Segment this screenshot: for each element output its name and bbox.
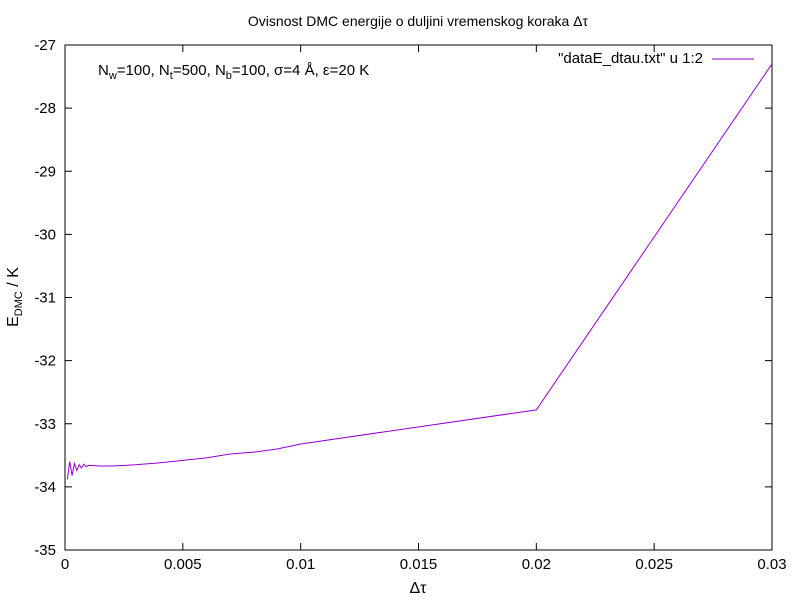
y-axis-label-unit: / K [5,267,22,291]
x-tick-label: 0.02 [522,556,551,573]
x-axis-label: Δτ [409,580,427,597]
series-layer [66,63,773,480]
annotation-subscript: b [226,70,232,82]
x-tick-label: 0.015 [400,556,438,573]
x-tick-label: 0.01 [286,556,315,573]
y-tick-label: -30 [34,226,56,243]
y-axis-label-sub: DMC [13,291,25,316]
annotation-subscript: w [108,70,117,82]
x-tick-label: 0 [61,556,69,573]
y-tick-label: -29 [34,163,56,180]
y-tick-label: -27 [34,37,56,54]
y-tick-label: -33 [34,416,56,433]
series-line-0 [66,63,773,480]
legend-label: "dataE_dtau.txt" u 1:2 [558,50,703,67]
y-axis-label-main: E [5,316,22,327]
annotation-text: =500, N [173,62,226,79]
x-tick-label: 0.025 [635,556,673,573]
parameters-annotation: Nw=100, Nt=500, Nb=100, σ=4 Å, ε=20 K [98,62,369,82]
annotation-text: =100, σ=4 Å, ε=20 K [232,62,369,79]
legend: "dataE_dtau.txt" u 1:2 [558,50,754,67]
y-tick-label: -34 [34,479,56,496]
y-tick-label: -32 [34,353,56,370]
y-tick-label: -35 [34,542,56,559]
y-axis-label: EDMC / K [5,267,25,327]
annotation-subscript: t [170,70,173,82]
y-tick-label: -31 [34,290,56,307]
annotation-text: N [98,62,109,79]
x-tick-label: 0.03 [757,556,786,573]
x-tick-label: 0.005 [164,556,202,573]
axis-ticks [64,44,773,551]
plot-frame [64,44,773,551]
annotation-text: =100, N [117,62,170,79]
y-tick-label: -28 [34,100,56,117]
chart-title: Ovisnost DMC energije o duljini vremensk… [248,13,589,29]
y-tick-labels: -35 -34 -33 -32 -31 -30 -29 -28 -27 [34,37,56,559]
x-tick-labels: 0 0.005 0.01 0.015 0.02 0.025 0.03 [61,556,787,573]
